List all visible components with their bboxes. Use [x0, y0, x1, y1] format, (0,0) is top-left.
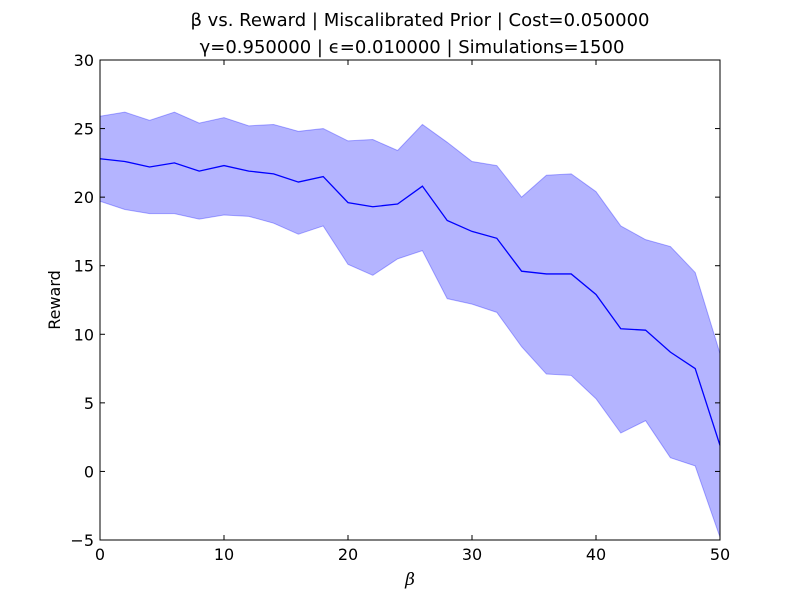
mean-reward-line	[99, 158, 721, 446]
x-tick-label: 30	[462, 545, 482, 564]
chart-title-line1: β vs. Reward | Miscalibrated Prior | Cos…	[190, 10, 649, 31]
y-tick-label: 15	[74, 257, 94, 276]
chart-title-line2: γ=0.950000 | ϵ=0.010000 | Simulations=15…	[200, 37, 625, 58]
x-tick-label: 50	[710, 545, 730, 564]
y-tick-label: 5	[84, 394, 94, 413]
x-tick-label: 0	[95, 545, 105, 564]
plot-area	[99, 111, 721, 538]
y-tick-label: 20	[74, 188, 94, 207]
y-tick-label: 10	[74, 325, 94, 344]
x-tick-label: 20	[338, 545, 358, 564]
x-axis-label: β	[404, 570, 415, 590]
confidence-band	[99, 111, 721, 538]
y-tick-label: 30	[74, 51, 94, 70]
y-tick-label: −5	[70, 531, 94, 550]
x-tick-label: 40	[586, 545, 606, 564]
x-tick-label: 10	[214, 545, 234, 564]
y-tick-label: 25	[74, 120, 94, 139]
plot-frame	[99, 59, 721, 541]
y-axis-label: Reward	[45, 270, 64, 330]
y-tick-label: 0	[84, 462, 94, 481]
